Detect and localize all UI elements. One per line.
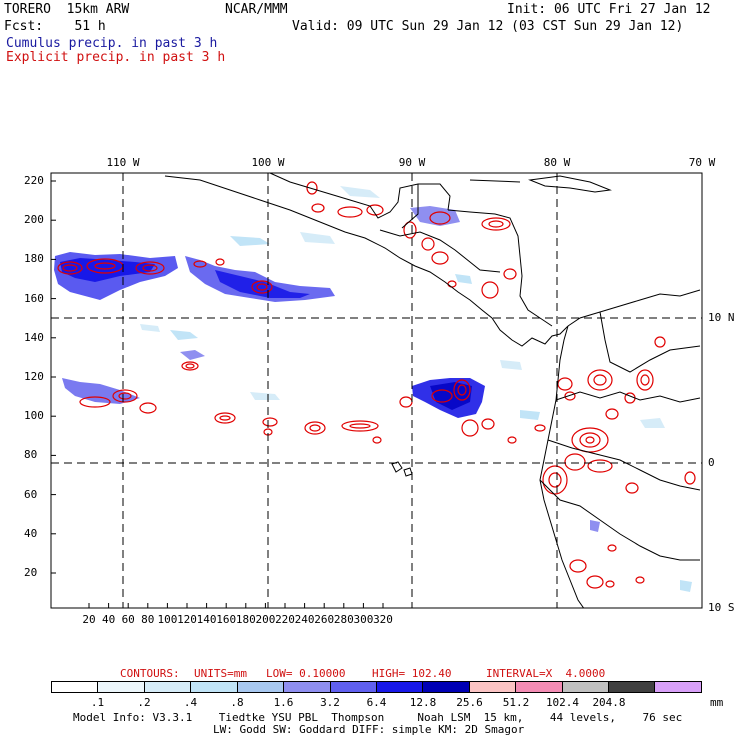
x-tick-label: 200 (255, 613, 276, 626)
legend-label: .1 (90, 696, 105, 709)
color-scale-unit: mm (710, 696, 724, 709)
org-label: NCAR/MMM (225, 2, 288, 17)
model-info: Model Info: V3.3.1 Tiedtke YSU PBL Thomp… (73, 711, 683, 724)
legend-label: .4 (183, 696, 198, 709)
y-tick-label: 140 (24, 330, 44, 344)
legend-cell (98, 682, 145, 692)
legend-label: 12.8 (409, 696, 437, 709)
legend-cell (516, 682, 563, 692)
y-tick-label: 120 (24, 370, 44, 383)
x-tick-label: 120 (177, 613, 197, 626)
model-title: TORERO 15km ARW (4, 2, 130, 17)
x-tick-label: 80 (141, 613, 155, 626)
legend-cell (237, 682, 285, 692)
x-tick-label: 20 (82, 613, 96, 626)
legend-label: .8 (230, 696, 244, 709)
lat-label-10s: 10 S (708, 601, 735, 614)
y-tick-label: 220 (24, 174, 44, 187)
legend-label: 1.6 (273, 696, 294, 709)
model-physics: LW: Godd SW: Goddard DIFF: simple KM: 2D… (213, 723, 525, 736)
x-tick-label: 260 (314, 613, 335, 626)
x-tick-label: 280 (333, 613, 354, 626)
x-tick-label: 60 (121, 613, 135, 626)
x-tick-label: 220 (275, 613, 295, 626)
legend-cell (330, 682, 377, 692)
legend-cell (52, 682, 99, 692)
y-tick-label: 180 (24, 252, 44, 266)
legend-cell (284, 682, 331, 692)
contours-interval: INTERVAL=X 4.0000 (486, 667, 606, 680)
explicit-precip-contours (57, 181, 696, 589)
legend-cell (562, 682, 610, 692)
legend-label: 25.6 (456, 696, 483, 709)
lat-label-10n: 10 N (708, 311, 735, 324)
color-scale-bar (51, 681, 702, 693)
cumulus-precip-areas (54, 186, 692, 592)
x-tick-label: 140 (196, 613, 217, 626)
lon-label-100w: 100 W (251, 156, 285, 169)
explicit-legend-text: Explicit precip. in past 3 h (6, 50, 226, 65)
y-tick-label: 60 (24, 487, 38, 501)
x-tick-label: 320 (373, 613, 393, 626)
x-tick-label: 300 (353, 613, 374, 626)
forecast-hour: Fcst: 51 h (4, 19, 106, 34)
legend-cell (423, 682, 470, 692)
legend-label: 6.4 (366, 696, 387, 709)
y-tick-label: 100 (24, 409, 44, 423)
init-time: Init: 06 UTC Fri 27 Jan 12 (507, 2, 711, 17)
y-tick-label: 20 (24, 566, 38, 579)
legend-label: .2 (137, 696, 151, 709)
contours-high: HIGH= 102.40 (372, 667, 452, 680)
legend-cell (144, 682, 192, 692)
contours-low: LOW= 0.10000 (266, 667, 346, 680)
legend-label: 102.4 (545, 696, 580, 709)
x-tick-label: 40 (101, 613, 116, 626)
x-tick-label: 180 (235, 613, 256, 626)
contours-units: UNITS=mm (194, 667, 247, 680)
y-tick-label: 200 (24, 213, 44, 227)
lon-label-70w: 70 W (688, 156, 716, 169)
map-frame (50, 172, 703, 609)
x-tick-label: 100 (157, 613, 178, 626)
graticule (51, 173, 702, 608)
x-tick-label: 240 (294, 613, 315, 626)
lon-label-90w: 90 W (398, 156, 426, 169)
y-tick-label: 160 (24, 291, 44, 305)
legend-cell (609, 682, 656, 692)
legend-label: 3.2 (320, 696, 340, 709)
valid-time: Valid: 09 UTC Sun 29 Jan 12 (03 CST Sun … (292, 19, 684, 34)
x-tick-label: 160 (216, 613, 237, 626)
lat-label-0: 0 (708, 456, 715, 469)
legend-cell (191, 682, 238, 692)
lon-label-80w: 80 W (543, 156, 571, 169)
legend-label: 51.2 (502, 696, 530, 709)
coastlines (164, 173, 701, 608)
tick-marks (51, 180, 384, 608)
contours-label: CONTOURS: (120, 667, 180, 680)
legend-cell (376, 682, 424, 692)
cumulus-legend-text: Cumulus precip. in past 3 h (6, 36, 218, 51)
lon-label-110w: 110 W (106, 156, 140, 169)
legend-cell (655, 682, 701, 692)
legend-label: 204.8 (592, 696, 626, 709)
y-tick-label: 40 (24, 526, 38, 540)
y-tick-label: 80 (24, 448, 38, 462)
legend-cell (469, 682, 517, 692)
